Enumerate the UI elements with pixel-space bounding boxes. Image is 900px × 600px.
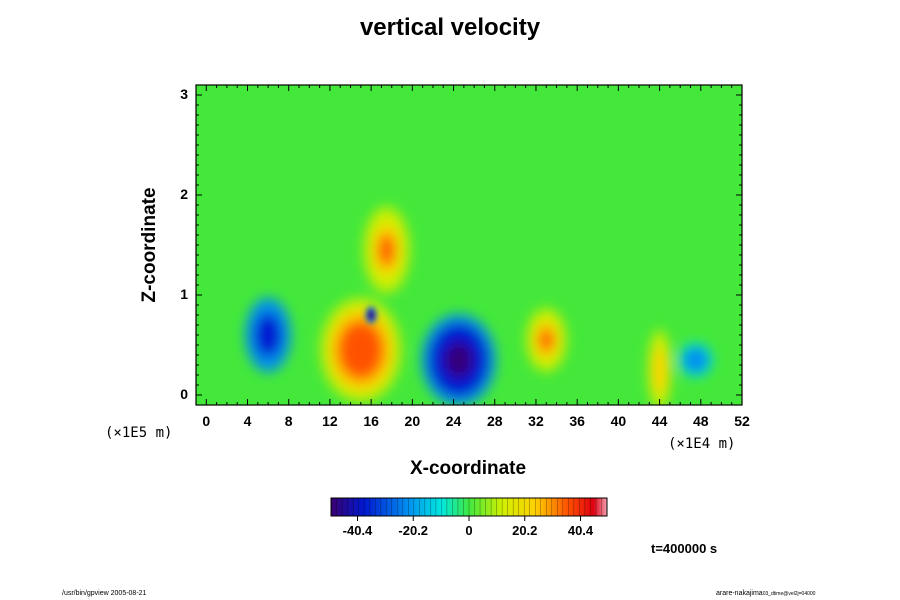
field-layer <box>196 85 742 405</box>
x-scale-label: (×1E4 m) <box>668 436 736 452</box>
x-tick-label: 44 <box>651 413 668 429</box>
x-tick-label: 32 <box>528 413 544 429</box>
field-feature-0 <box>320 297 402 403</box>
colorbar-tick-label: -20.2 <box>398 523 429 538</box>
y-tick-label: 1 <box>180 286 188 302</box>
x-tick-label: 24 <box>445 413 462 429</box>
field-feature-3 <box>647 329 672 405</box>
field-feature-6 <box>678 342 714 378</box>
footer-left: /usr/bin/gpview 2005-08-21 <box>62 590 147 597</box>
field-feature-7 <box>365 306 377 324</box>
colorbar-tick-label: -40.4 <box>342 523 373 538</box>
field-feature-4 <box>421 313 497 405</box>
colorbar-tick-label: 40.4 <box>567 523 594 538</box>
field-feature-1 <box>525 308 567 372</box>
tick-marks <box>195 84 743 406</box>
colorbar-tick-label: 20.2 <box>512 523 538 538</box>
x-tick-label: 20 <box>404 413 421 429</box>
time-annotation: t=400000 s <box>651 541 718 556</box>
colorbar-tick-label: 0 <box>465 523 473 538</box>
x-tick-label: 4 <box>243 413 252 429</box>
x-axis-title: X-coordinate <box>409 458 527 479</box>
x-tick-label: 0 <box>202 413 211 429</box>
x-tick-label: 12 <box>322 413 338 429</box>
x-tick-label: 8 <box>284 413 293 429</box>
x-tick-label: 40 <box>610 413 627 429</box>
colorbar <box>330 497 608 521</box>
x-tick-label: 16 <box>363 413 379 429</box>
field-feature-2 <box>363 206 410 294</box>
footer-right-main: arare-nakajima <box>716 590 763 597</box>
x-tick-label: 52 <box>734 413 750 429</box>
footer-right-sub: 03_dtime@vel2j=04000 <box>762 591 816 597</box>
y-tick-label: 3 <box>180 86 188 102</box>
footer-right: arare-nakajima03_dtime@vel2j=04000 <box>716 590 815 597</box>
y-tick-label: 0 <box>180 386 188 402</box>
x-tick-label: 28 <box>486 413 503 429</box>
y-axis-title: Z-coordinate <box>139 187 160 303</box>
field-feature-5 <box>244 297 292 373</box>
chart-title: vertical velocity <box>359 14 541 41</box>
x-tick-label: 48 <box>692 413 709 429</box>
y-scale-label: (×1E5 m) <box>105 425 173 441</box>
y-tick-label: 2 <box>180 186 188 202</box>
x-tick-label: 36 <box>569 413 585 429</box>
